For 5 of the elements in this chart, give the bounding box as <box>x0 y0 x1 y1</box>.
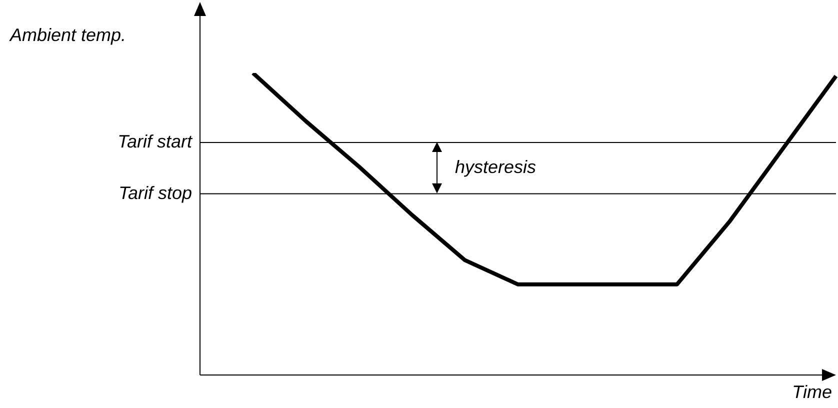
x-axis-title: Time <box>792 382 832 402</box>
ref-line-label: Tarif stop <box>118 182 192 203</box>
annotation: hysteresis <box>455 157 536 178</box>
ref-line-label: Tarif start <box>118 131 193 152</box>
y-axis-title: Ambient temp. <box>9 25 126 45</box>
